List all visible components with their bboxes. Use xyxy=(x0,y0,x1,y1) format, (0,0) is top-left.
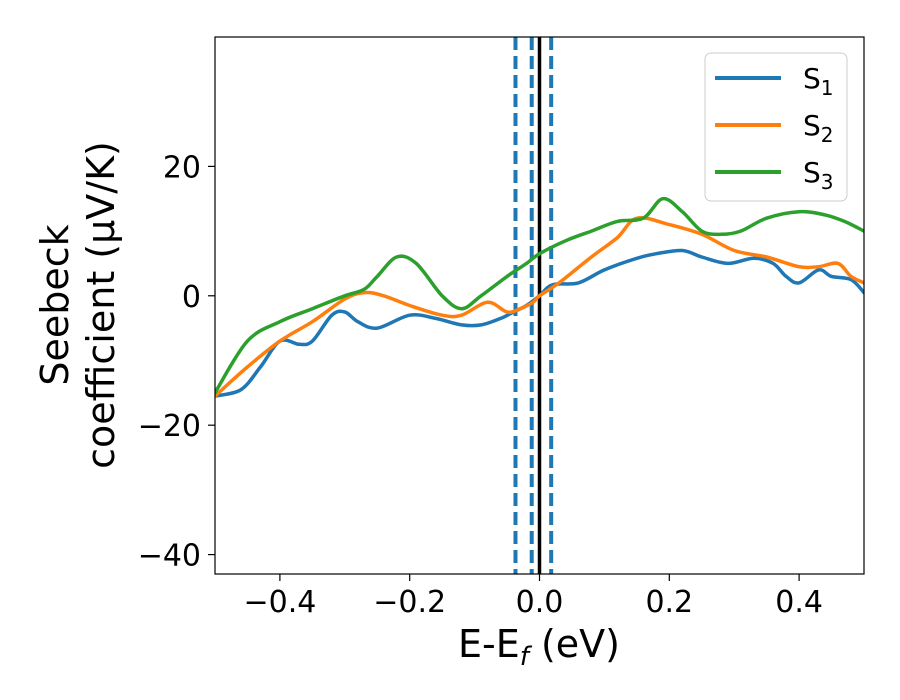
x-axis-title-main: E-E xyxy=(458,622,520,666)
x-axis-ticks: −0.4 −0.2 0.0 0.2 0.4 xyxy=(243,574,823,620)
x-tick-label: 0.2 xyxy=(645,585,693,620)
x-axis-title-unit: (eV) xyxy=(529,622,620,666)
y-tick-label: 0 xyxy=(182,280,201,315)
y-axis-ticks: −40 −20 0 20 xyxy=(138,150,215,574)
x-tick-label: 0.0 xyxy=(516,585,564,620)
series-line-s3 xyxy=(215,196,864,395)
y-axis-title-line2: coefficient (μV/K) xyxy=(79,141,123,469)
legend-label-s2: S2 xyxy=(803,109,834,147)
legend-label-s1: S1 xyxy=(803,62,834,100)
y-tick-label: −40 xyxy=(138,539,201,574)
x-tick-label: −0.4 xyxy=(243,585,316,620)
x-tick-label: 0.4 xyxy=(775,585,823,620)
legend: S1 S2 S3 xyxy=(704,52,848,202)
y-axis-title-line1: Seebeck xyxy=(33,224,77,385)
x-axis-title: E-Ef (eV) xyxy=(458,622,620,672)
y-tick-label: 20 xyxy=(163,150,201,185)
x-tick-label: −0.2 xyxy=(373,585,446,620)
y-axis-title: Seebeck coefficient (μV/K) xyxy=(33,141,123,469)
vertical-reference-lines xyxy=(513,37,554,574)
series-layer xyxy=(215,196,864,398)
y-tick-label: −20 xyxy=(138,409,201,444)
legend-label-s3: S3 xyxy=(803,156,834,194)
